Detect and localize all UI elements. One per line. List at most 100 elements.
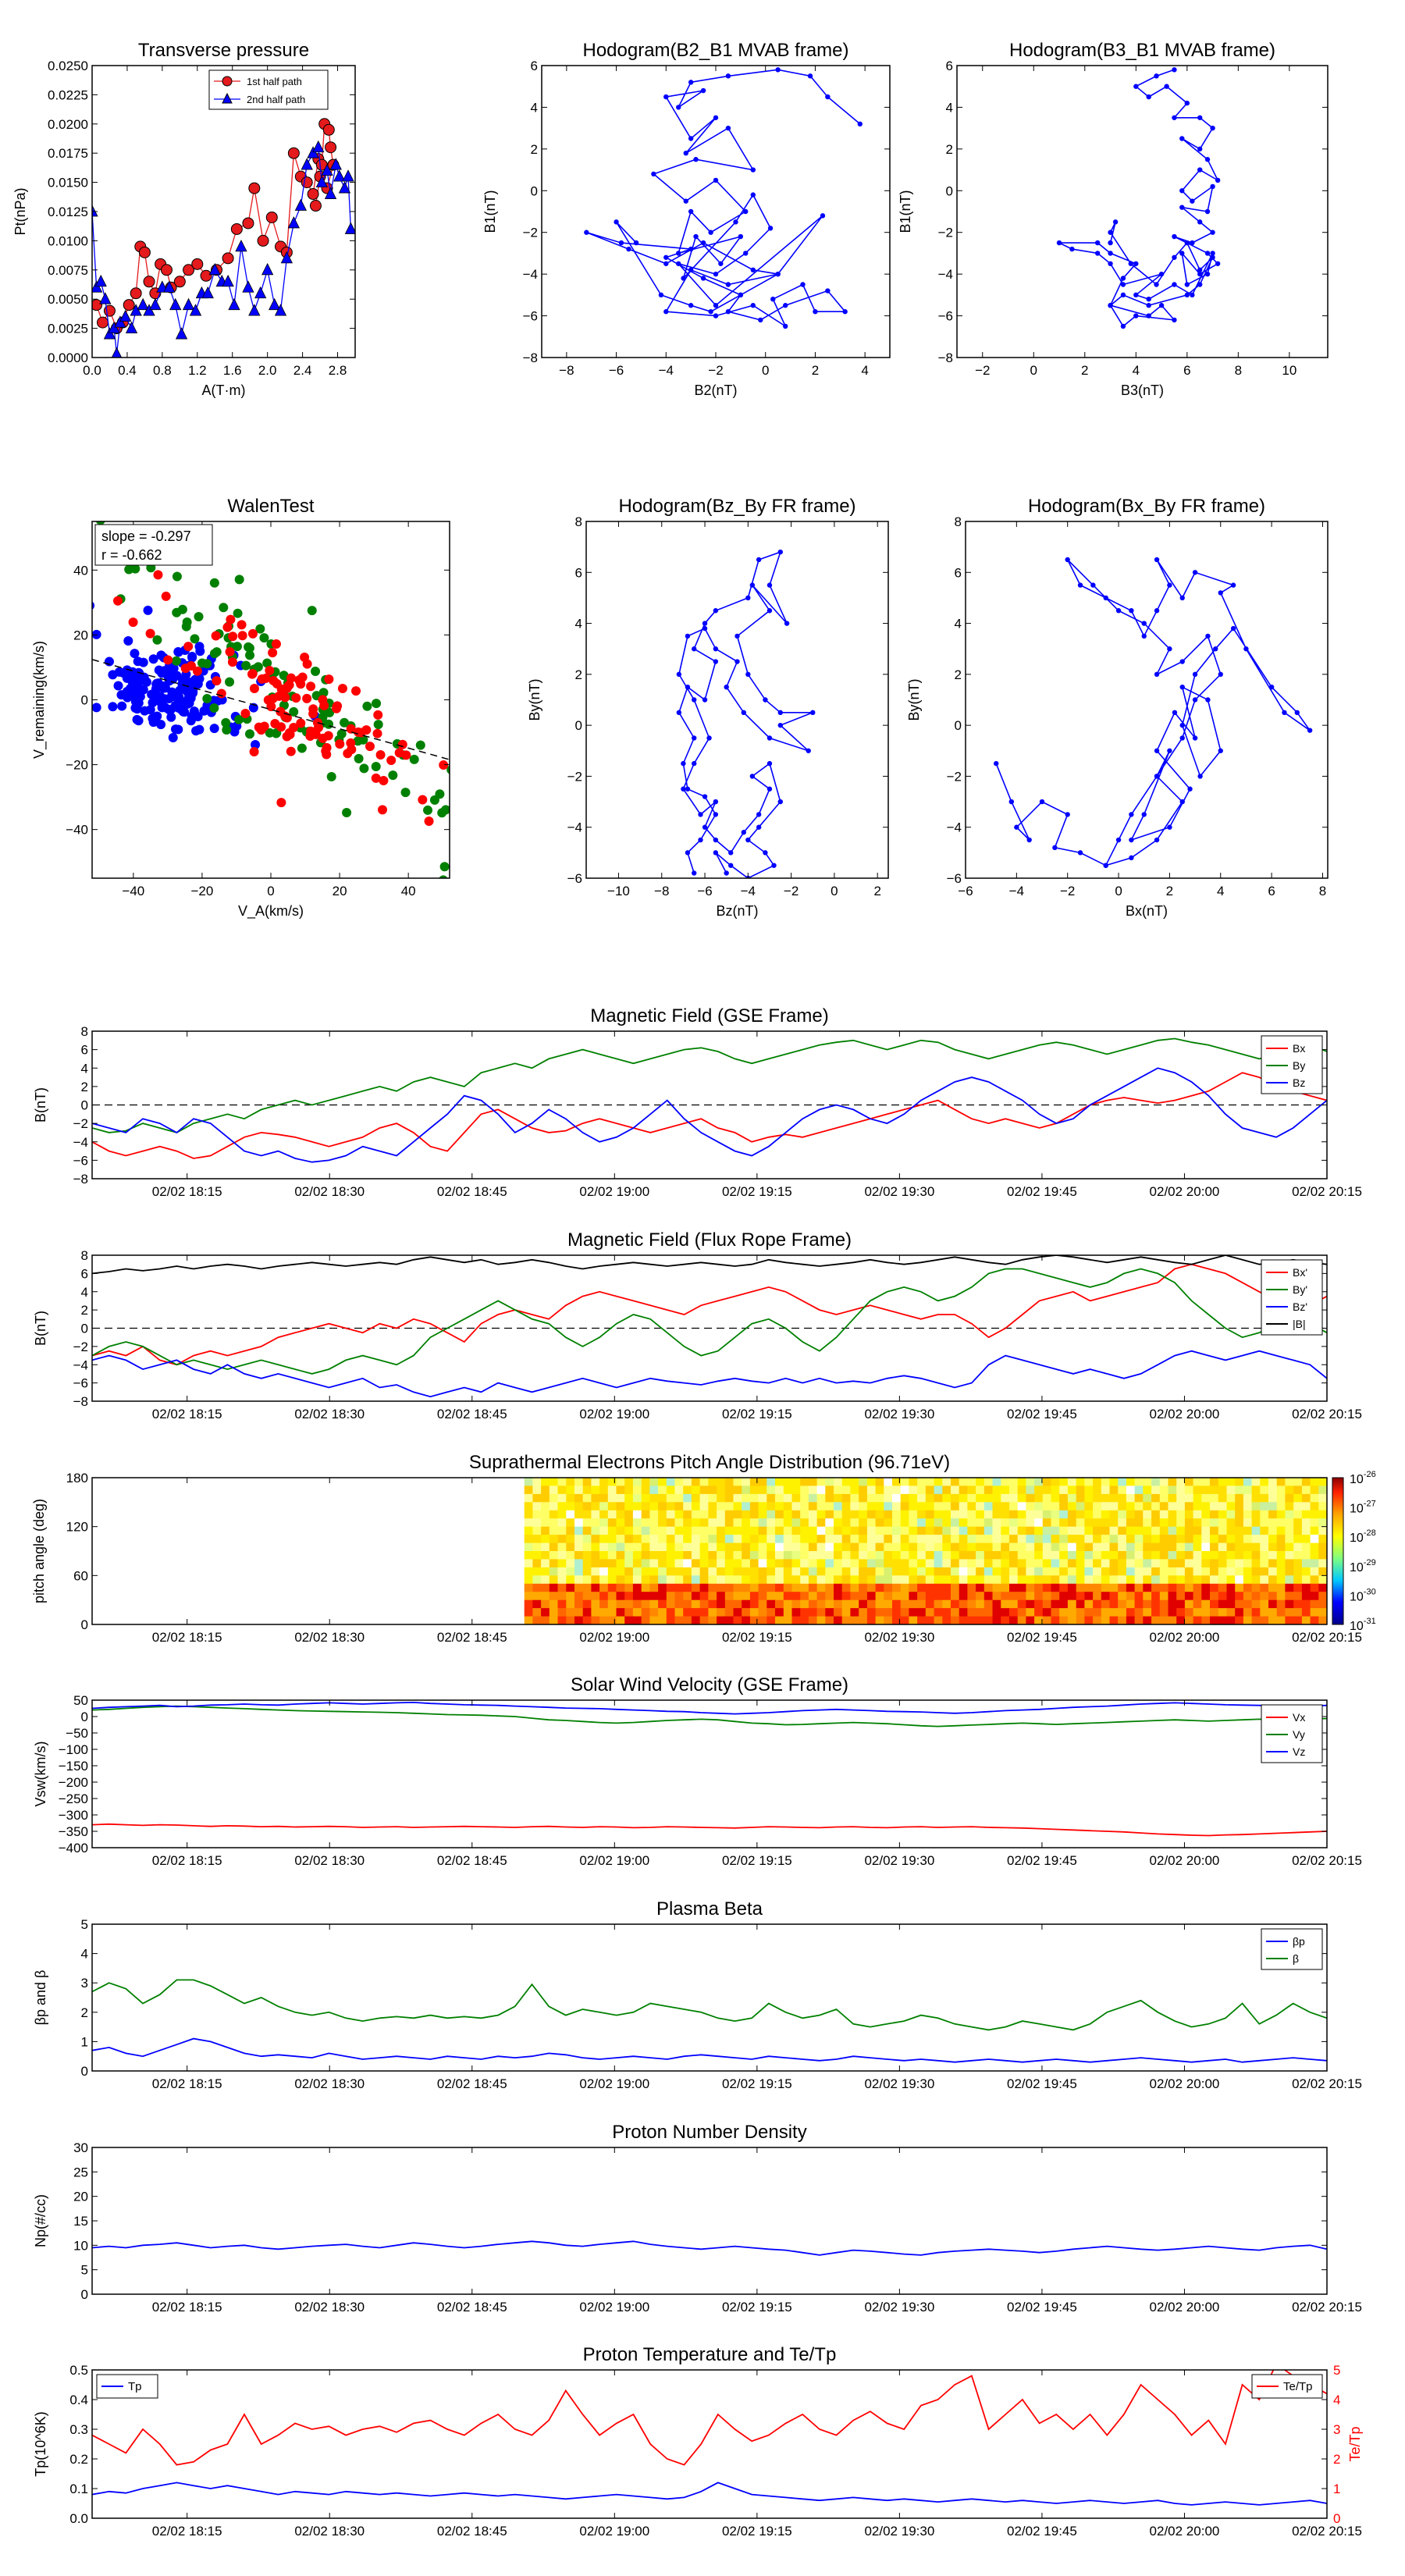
heatmap-cell	[1268, 1535, 1278, 1544]
data-point	[1294, 710, 1300, 716]
heatmap-cell	[800, 1616, 809, 1624]
heatmap-cell	[624, 1559, 634, 1568]
data-point	[702, 794, 708, 799]
axes-border	[91, 1254, 1328, 1402]
heatmap-cell	[1251, 1535, 1261, 1544]
data-point	[1108, 261, 1113, 266]
heatmap-cell	[959, 1559, 968, 1568]
heatmap-cell	[942, 1478, 951, 1486]
heatmap-cell	[934, 1485, 943, 1495]
heatmap-cell	[967, 1559, 976, 1568]
heatmap-cell	[1017, 1608, 1026, 1617]
heatmap-cell	[1109, 1583, 1119, 1592]
heatmap-cell	[574, 1551, 584, 1560]
heatmap-cell	[1101, 1583, 1111, 1592]
x-tick-label: 6	[1183, 363, 1190, 378]
data-point	[274, 304, 287, 316]
heatmap-cell	[691, 1608, 701, 1617]
heatmap-cell	[1042, 1559, 1052, 1568]
heatmap-cell	[783, 1518, 793, 1528]
heatmap-cell	[834, 1592, 843, 1601]
heatmap-cell	[859, 1616, 868, 1624]
heatmap-cell	[1034, 1518, 1044, 1528]
y-axis-label: B1(nT)	[898, 190, 913, 233]
heatmap-cell	[1184, 1599, 1194, 1609]
data-point	[1115, 837, 1122, 843]
data-point	[745, 837, 751, 843]
heatmap-cell	[549, 1575, 559, 1585]
data-point	[200, 269, 212, 282]
heatmap-cell	[841, 1592, 851, 1601]
heatmap-cell	[866, 1518, 877, 1528]
data-point	[1210, 254, 1215, 260]
heatmap-cell	[925, 1575, 935, 1585]
heatmap-cell	[532, 1559, 542, 1568]
heatmap-cell	[574, 1567, 584, 1576]
data-point	[683, 151, 688, 156]
heatmap-cell	[758, 1592, 767, 1601]
heatmap-cell	[524, 1518, 533, 1528]
heatmap-cell	[599, 1493, 609, 1503]
heatmap-cell	[574, 1510, 584, 1519]
heatmap-cell	[1251, 1583, 1261, 1592]
heatmap-cell	[1134, 1518, 1144, 1528]
data-point	[1154, 774, 1160, 779]
heatmap-cell	[1017, 1551, 1026, 1560]
heatmap-cell	[800, 1583, 809, 1592]
heatmap-cell	[816, 1478, 826, 1486]
scatter-point	[297, 743, 307, 753]
heatmap-cell	[1168, 1551, 1177, 1560]
y-tick-label: −8	[73, 1172, 88, 1187]
heatmap-cell	[1134, 1583, 1144, 1592]
heatmap-cell	[1301, 1559, 1311, 1568]
x-tick-label: 02/02 19:15	[722, 2076, 792, 2091]
heatmap-cell	[1026, 1478, 1035, 1486]
heatmap-cell	[699, 1502, 709, 1511]
heatmap-cell	[1168, 1526, 1177, 1535]
heatmap-cell	[775, 1510, 784, 1519]
heatmap-cell	[549, 1502, 559, 1511]
data-point	[813, 309, 818, 315]
heatmap-cell	[1285, 1478, 1294, 1486]
heatmap-cell	[724, 1535, 735, 1544]
heatmap-cell	[1042, 1493, 1052, 1503]
heatmap-cell	[892, 1592, 902, 1601]
heatmap-cell	[992, 1502, 1001, 1511]
data-point	[743, 251, 749, 256]
data-point	[1052, 845, 1058, 851]
data-point	[222, 274, 234, 287]
heatmap-cell	[800, 1502, 809, 1511]
heatmap-cell	[699, 1485, 709, 1495]
heatmap-cell	[909, 1535, 918, 1544]
heatmap-cell	[566, 1478, 575, 1486]
series-line-1	[92, 1263, 1327, 1366]
heatmap-cell	[524, 1559, 533, 1568]
scatter-point	[439, 760, 449, 770]
heatmap-cell	[699, 1575, 709, 1585]
heatmap-cell	[767, 1616, 776, 1624]
scatter-point	[318, 695, 328, 705]
heatmap-cell	[1251, 1599, 1261, 1609]
heatmap-cell	[582, 1535, 592, 1544]
heatmap-cell	[1276, 1559, 1286, 1568]
data-point	[708, 309, 713, 315]
data-point	[344, 222, 355, 234]
y-tick-label: −2	[73, 1340, 88, 1354]
heatmap-cell	[683, 1542, 692, 1552]
heatmap-cell	[566, 1575, 575, 1585]
data-point	[125, 321, 138, 334]
heatmap-cell	[1109, 1510, 1119, 1519]
heatmap-cell	[683, 1478, 692, 1486]
heatmap-cell	[825, 1583, 834, 1592]
data-point	[713, 177, 719, 183]
heatmap-cell	[574, 1526, 584, 1535]
data-point	[1167, 748, 1172, 753]
heatmap-cell	[850, 1599, 859, 1609]
heatmap-cell	[1293, 1551, 1303, 1560]
heatmap-cell	[666, 1616, 676, 1624]
heatmap-cell	[1009, 1502, 1019, 1511]
heatmap-cell	[1118, 1493, 1127, 1503]
heatmap-cell	[1276, 1535, 1286, 1544]
heatmap-cell	[992, 1608, 1001, 1617]
heatmap-cell	[1109, 1592, 1119, 1601]
